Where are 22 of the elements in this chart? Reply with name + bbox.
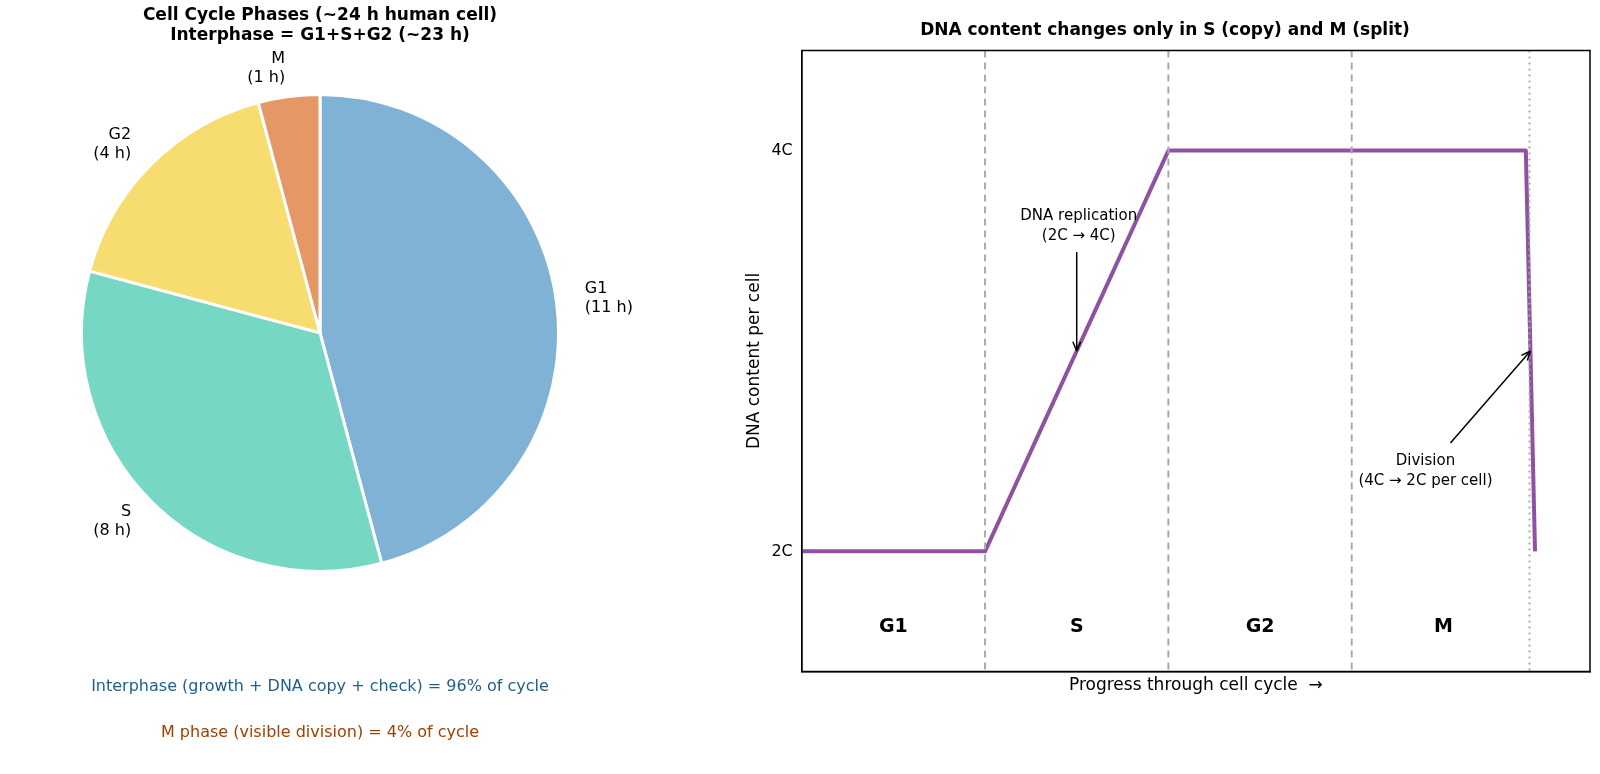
data-label: (1 h) bbox=[247, 66, 286, 86]
text: Interphase (growth + DNA copy + check) = 96% of cycle bbox=[90, 676, 550, 695]
x-axis-title: Progress through cell cycle → bbox=[1068, 674, 1323, 695]
annotation: M bbox=[1433, 613, 1453, 636]
data-label: (4 h) bbox=[93, 142, 132, 162]
slice-label: G1 bbox=[584, 277, 608, 297]
annotation: S bbox=[1069, 613, 1084, 636]
text: M phase (visible division) = 4% of cycle bbox=[159, 722, 481, 741]
y-tick-label: 4C bbox=[771, 139, 793, 159]
annotation: Division (4C → 2C per cell) bbox=[1358, 450, 1493, 489]
y-tick-label: 2C bbox=[771, 540, 793, 560]
slice-label: S bbox=[120, 501, 132, 521]
annotation: G2 bbox=[1245, 613, 1275, 636]
data-label: (11 h) bbox=[584, 296, 633, 316]
data-label: (8 h) bbox=[93, 520, 132, 540]
chart-title: Cell Cycle Phases (~24 h human cell) Interphase = G1+S+G2 (~23 h) bbox=[142, 3, 498, 45]
annotation: DNA replication (2C → 4C) bbox=[1020, 205, 1138, 244]
slice-label: M bbox=[271, 47, 286, 67]
annotation: G1 bbox=[878, 613, 908, 636]
y-axis-title: DNA content per cell bbox=[742, 272, 763, 450]
slice-label: G2 bbox=[108, 123, 132, 143]
chart-title: DNA content changes only in S (copy) and M (split) bbox=[920, 18, 1410, 39]
